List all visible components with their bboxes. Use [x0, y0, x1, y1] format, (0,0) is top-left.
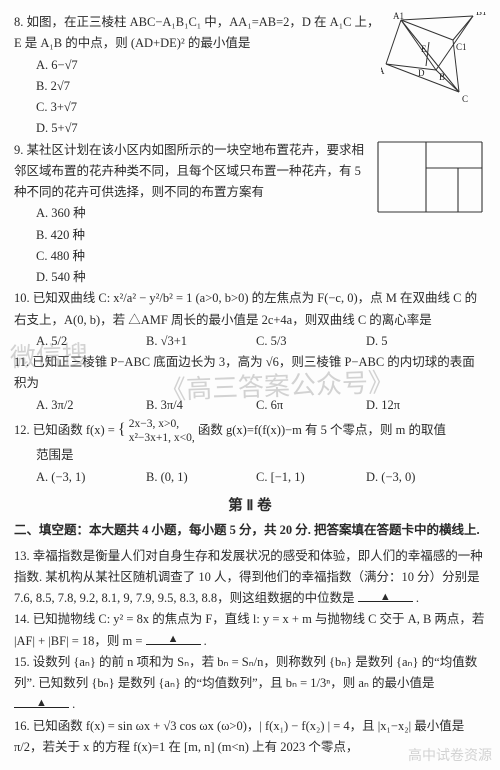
q12-text-a: 12. 已知函数 f(x) = [14, 423, 118, 437]
q11-text: 11. 已知正三棱锥 P−ABC 底面边长为 3，高为 √6，则三棱锥 P−AB… [14, 352, 486, 395]
q12-text-c: 范围是 [14, 445, 486, 466]
q9: 9. 某社区计划在该小区内如图所示的一块空地布置花卉，要求相邻区域布置的花卉种类… [14, 140, 486, 289]
q12-opt-D: D. (−3, 0) [366, 467, 476, 488]
q12-text-b: 函数 g(x)=f(f(x))−m 有 5 个零点，则 m 的取值 [198, 423, 446, 437]
q10-opt-A: A. 5/2 [36, 331, 146, 352]
q14-text-b: . [204, 634, 207, 648]
q13-text-b: . [416, 591, 419, 605]
q15-blank: ▲ [14, 695, 69, 709]
q9-opt-A: A. 360 种 [36, 203, 236, 224]
q11-opt-C: C. 6π [256, 395, 366, 416]
q15: 15. 设数列 {aₙ} 的前 n 项和为 Sₙ，若 bₙ = Sₙ/n，则称数… [14, 652, 486, 716]
q9-opt-D: D. 540 种 [36, 267, 236, 288]
q10: 10. 已知双曲线 C: x²/a² − y²/b² = 1 (a>0, b>0… [14, 288, 486, 352]
q9-diagram [376, 140, 486, 221]
q12-piece-bot: x²−3x+1, x<0, [129, 432, 195, 444]
q11: 11. 已知正三棱锥 P−ABC 底面边长为 3，高为 √6，则三棱锥 P−AB… [14, 352, 486, 416]
q8-text: 8. 如图，在正三棱柱 ABC−A₁B₁C₁ 中，AA₁=AB=2，D 在 A₁… [14, 12, 381, 55]
q13: 13. 幸福指数是衡量人们对自身生存和发展状况的感受和体验，即人们的幸福感的一种… [14, 546, 486, 610]
svg-text:C1: C1 [456, 42, 467, 52]
q16-text-a: 16. 已知函数 f(x) = sin ωx + √3 cos ωx (ω>0)… [14, 719, 464, 754]
q12-opt-A: A. (−3, 1) [36, 467, 146, 488]
q14-blank: ▲ [146, 631, 201, 645]
q8-opt-A: A. 6−√7 [36, 55, 381, 76]
q11-opt-B: B. 3π/4 [146, 395, 256, 416]
q8: 8. 如图，在正三棱柱 ABC−A₁B₁C₁ 中，AA₁=AB=2，D 在 A₁… [14, 12, 486, 140]
svg-text:A1: A1 [393, 12, 404, 21]
svg-text:A: A [381, 66, 385, 76]
q12-opt-B: B. (0, 1) [146, 467, 256, 488]
q9-opt-C: C. 480 种 [36, 246, 236, 267]
corner-watermark: 高中试卷资源 [408, 749, 492, 766]
q14-text-a: 14. 已知抛物线 C: y² = 8x 的焦点为 F，直线 l: y = x … [14, 612, 484, 647]
q14: 14. 已知抛物线 C: y² = 8x 的焦点为 F，直线 l: y = x … [14, 609, 486, 652]
q10-opt-C: C. 5/3 [256, 331, 366, 352]
q9-text: 9. 某社区计划在该小区内如图所示的一块空地布置花卉，要求相邻区域布置的花卉种类… [14, 140, 372, 204]
q10-opt-D: D. 5 [366, 331, 476, 352]
q8-opt-D: D. 5+√7 [36, 118, 381, 139]
section2-title: 第 Ⅱ 卷 [14, 494, 486, 519]
svg-text:B1: B1 [476, 12, 486, 17]
q10-text: 10. 已知双曲线 C: x²/a² − y²/b² = 1 (a>0, b>0… [14, 288, 486, 331]
q8-opt-B: B. 2√7 [36, 76, 381, 97]
q12-piece-top: 2x−3, x>0, [129, 418, 179, 430]
svg-text:E: E [421, 44, 427, 54]
q12: 12. 已知函数 f(x) = { 2x−3, x>0, x²−3x+1, x<… [14, 416, 486, 488]
q8-opt-C: C. 3+√7 [36, 97, 381, 118]
q9-opt-B: B. 420 种 [36, 225, 236, 246]
q15-text-b: . [72, 697, 75, 711]
q11-opt-D: D. 12π [366, 395, 476, 416]
q8-diagram: A B C A1 B1 C1 D E [381, 12, 486, 109]
q10-opt-B: B. √3+1 [146, 331, 256, 352]
q12-opt-C: C. [−1, 1) [256, 467, 366, 488]
svg-text:B: B [439, 72, 445, 82]
svg-text:C: C [462, 94, 468, 102]
q11-opt-A: A. 3π/2 [36, 395, 146, 416]
q15-text-a: 15. 设数列 {aₙ} 的前 n 项和为 Sₙ，若 bₙ = Sₙ/n，则称数… [14, 655, 477, 690]
section2-sub: 二、填空题：本大题共 4 小题，每小题 5 分，共 20 分. 把答案填在答题卡… [14, 520, 486, 541]
q13-blank: ▲ [358, 589, 413, 603]
svg-text:D: D [418, 68, 425, 78]
